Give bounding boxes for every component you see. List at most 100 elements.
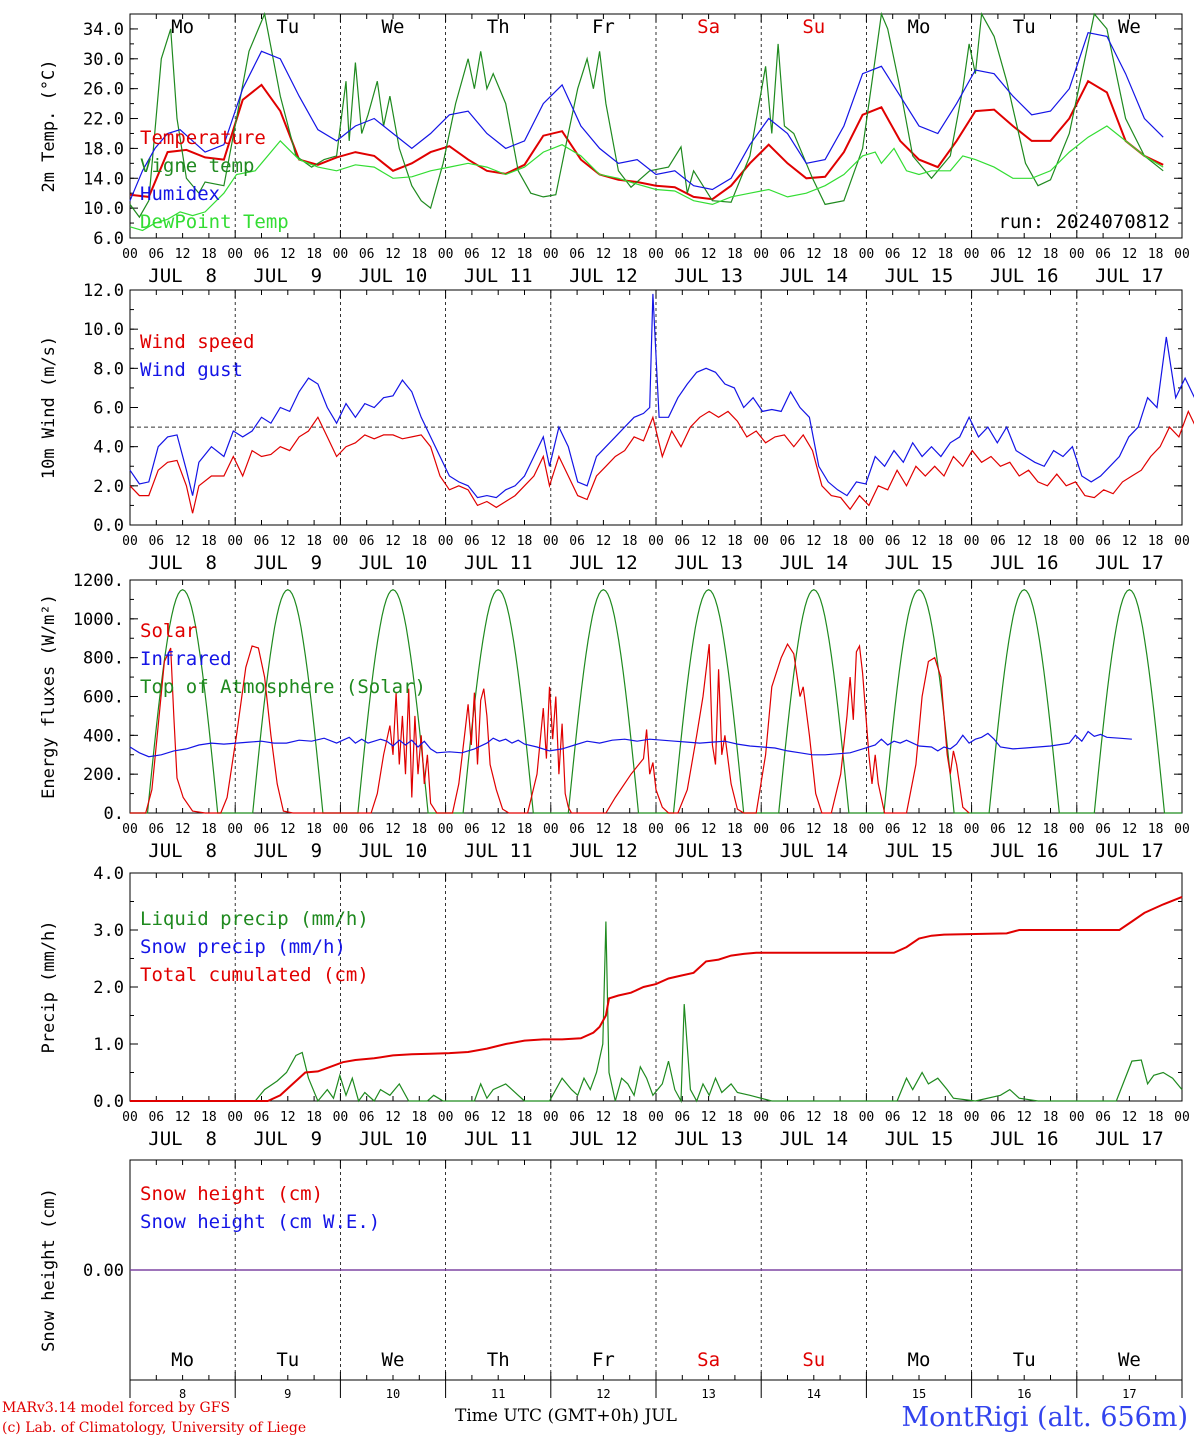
hour-label: 12 [1122,822,1138,837]
hour-label: 00 [122,1110,138,1125]
hour-label: 12 [806,822,822,837]
hour-label: 06 [254,534,270,549]
legend-entry: Snow precip (mm/h) [140,936,346,958]
hour-label: 12 [1016,822,1032,837]
y-tick-label: 0.00 [83,1261,124,1281]
hour-label: 00 [964,534,980,549]
day-name: Fr [592,1349,615,1371]
hour-label: 18 [1043,247,1059,262]
y-tick-label: 10.0 [83,199,124,219]
legend-entry: Solar [140,620,197,642]
hour-label: 18 [832,534,848,549]
date-label: JUL 8 [148,1128,217,1150]
date-label: JUL 14 [779,840,848,862]
y-tick-label: 1000. [73,610,124,630]
hour-label: 12 [701,1110,717,1125]
hour-label: 06 [674,822,690,837]
date-label: JUL 11 [464,265,533,287]
y-tick-label: 600. [83,688,124,708]
y-tick-label: 200. [83,765,124,785]
day-name: Sa [697,16,720,38]
hour-label: 12 [596,1110,612,1125]
hour-label: 06 [254,1110,270,1125]
hour-label: 18 [517,1110,533,1125]
series-line-humidex [129,32,1164,201]
date-label: JUL 9 [253,1128,322,1150]
y-tick-label: 1200. [73,571,124,591]
hour-label: 12 [596,822,612,837]
hour-label: 12 [911,534,927,549]
day-name: Su [802,1349,825,1371]
y-tick-label: 2.0 [93,477,124,497]
hour-label: 18 [306,534,322,549]
y-axis-label: 2m Temp. (°C) [39,59,59,192]
credit-model: MARv3.14 model forced by GFS [2,1400,231,1416]
day-name: We [1118,1349,1141,1371]
date-label: JUL 13 [674,265,743,287]
hour-label: 12 [385,822,401,837]
hour-label: 18 [727,534,743,549]
hour-label: 18 [622,534,638,549]
date-label: JUL 8 [148,265,217,287]
y-tick-label: 0.0 [93,516,124,536]
hour-label: 00 [543,822,559,837]
y-tick-label: 8.0 [93,359,124,379]
date-label: JUL 9 [253,552,322,574]
hour-label: 18 [1148,534,1164,549]
date-label: JUL 13 [674,1128,743,1150]
hour-label: 12 [596,247,612,262]
hour-label: 12 [701,534,717,549]
hour-label: 00 [122,247,138,262]
hour-label: 00 [753,247,769,262]
hour-label: 18 [1148,822,1164,837]
legend-entry: Vigne temp [140,155,254,177]
hour-label: 12 [280,1110,296,1125]
date-label: JUL 10 [359,1128,428,1150]
panel-4 [129,872,1183,1104]
hour-label: 00 [1069,822,1085,837]
hour-label: 06 [780,1110,796,1125]
hour-label: 00 [1069,534,1085,549]
hour-label: 00 [543,247,559,262]
hour-label: 00 [753,1110,769,1125]
hour-label: 06 [780,822,796,837]
legend-entry: DewPoint Temp [140,211,289,233]
hour-label: 18 [937,534,953,549]
hour-label: 18 [937,822,953,837]
date-label: JUL 15 [885,552,954,574]
date-label: JUL 9 [253,265,322,287]
date-label: JUL 8 [148,552,217,574]
legend-entry: Snow height (cm W.E.) [140,1211,380,1233]
hour-label: 12 [280,822,296,837]
hour-label: 06 [885,247,901,262]
hour-label: 18 [306,822,322,837]
date-label: JUL 10 [359,265,428,287]
hour-label: 00 [438,247,454,262]
legend-entry: Temperature [140,127,266,149]
hour-label: 00 [333,534,349,549]
hour-label: 18 [832,822,848,837]
run-label: run: 2024070812 [998,211,1170,233]
hour-label: 18 [306,1110,322,1125]
hour-label: 18 [622,822,638,837]
date-label: JUL 15 [885,840,954,862]
day-name: Su [802,16,825,38]
hour-label: 06 [359,247,375,262]
y-axis-label: Precip (mm/h) [39,920,59,1053]
y-tick-label: 14.0 [83,169,124,189]
hour-label: 06 [1095,1110,1111,1125]
hour-label: 06 [148,534,164,549]
hour-label: 12 [385,247,401,262]
day-number: 17 [1122,1387,1136,1401]
hour-label: 12 [175,822,191,837]
hour-label: 00 [964,822,980,837]
hour-label: 18 [411,247,427,262]
y-tick-label: 400. [83,726,124,746]
date-label: JUL 12 [569,552,638,574]
day-name: We [1118,16,1141,38]
hour-label: 12 [490,534,506,549]
y-tick-label: 0. [104,804,124,824]
hour-label: 00 [333,822,349,837]
day-number: 16 [1017,1387,1031,1401]
legend-entry: Wind speed [140,331,254,353]
